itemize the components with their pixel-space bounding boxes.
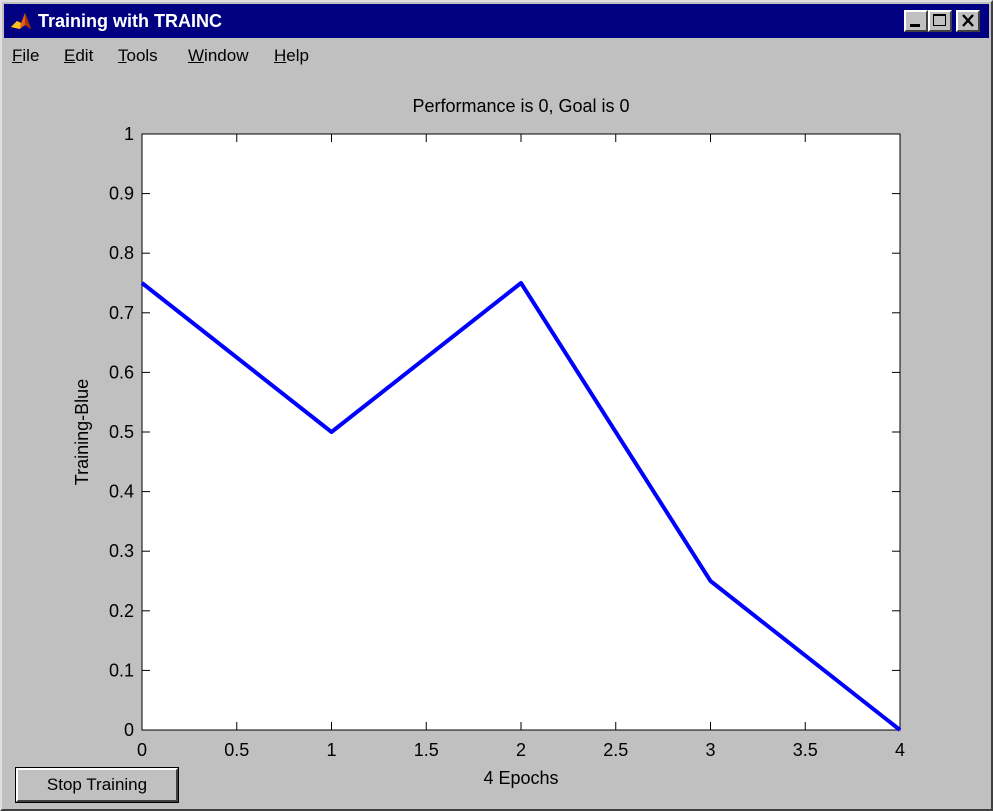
x-tick-label: 2.5: [603, 740, 628, 760]
menu-edit[interactable]: Edit: [64, 46, 94, 65]
y-axis: 0 0.1 0.2 0.3 0.4 0.5 0.6 0.7 0.8 0.9 1: [109, 124, 900, 740]
y-tick-label: 0.4: [109, 482, 134, 502]
title-bar[interactable]: Training with TRAINC: [4, 4, 989, 38]
close-icon: [962, 14, 974, 27]
y-tick-label: 0.6: [109, 362, 134, 382]
chart-title: Performance is 0, Goal is 0: [412, 96, 629, 116]
minimize-icon: [910, 24, 920, 27]
x-tick-label: 3.5: [793, 740, 818, 760]
training-curve: [140, 281, 902, 732]
close-button[interactable]: [956, 10, 980, 32]
matlab-logo-icon: [10, 10, 32, 32]
y-tick-label: 0.2: [109, 601, 134, 621]
x-tick-label: 4: [895, 740, 905, 760]
menu-bar: File Edit Tools Window Help: [4, 40, 989, 72]
menu-help[interactable]: Help: [274, 46, 309, 65]
x-tick-label: 0: [137, 740, 147, 760]
training-plot: Performance is 0, Goal is 0 0 0.1 0.2 0.3 0.…: [72, 96, 905, 788]
x-axis: 0 0.5 1 1.5 2 2.5 3 3.5 4: [137, 134, 905, 760]
y-tick-label: 0.1: [109, 660, 134, 680]
menu-file[interactable]: File: [12, 46, 40, 65]
stop-training-button[interactable]: Stop Training: [15, 767, 179, 803]
y-tick-label: 0.9: [109, 184, 134, 204]
x-tick-label: 0.5: [224, 740, 249, 760]
y-tick-label: 0: [124, 720, 134, 740]
x-tick-label: 3: [705, 740, 715, 760]
y-axis-label: Training-Blue: [72, 379, 92, 485]
x-axis-label: 4 Epochs: [483, 768, 558, 788]
maximize-button[interactable]: [928, 10, 952, 32]
y-tick-label: 0.7: [109, 303, 134, 323]
menu-window[interactable]: Window: [188, 46, 249, 65]
y-tick-label: 0.5: [109, 422, 134, 442]
x-tick-label: 1.5: [414, 740, 439, 760]
window-title: Training with TRAINC: [38, 11, 222, 31]
minimize-button[interactable]: [904, 10, 928, 32]
menu-tools[interactable]: Tools: [118, 46, 158, 65]
x-tick-label: 2: [516, 740, 526, 760]
maximize-icon: [933, 14, 946, 26]
x-tick-label: 1: [326, 740, 336, 760]
y-tick-label: 1: [124, 124, 134, 144]
y-tick-label: 0.8: [109, 243, 134, 263]
y-tick-label: 0.3: [109, 541, 134, 561]
